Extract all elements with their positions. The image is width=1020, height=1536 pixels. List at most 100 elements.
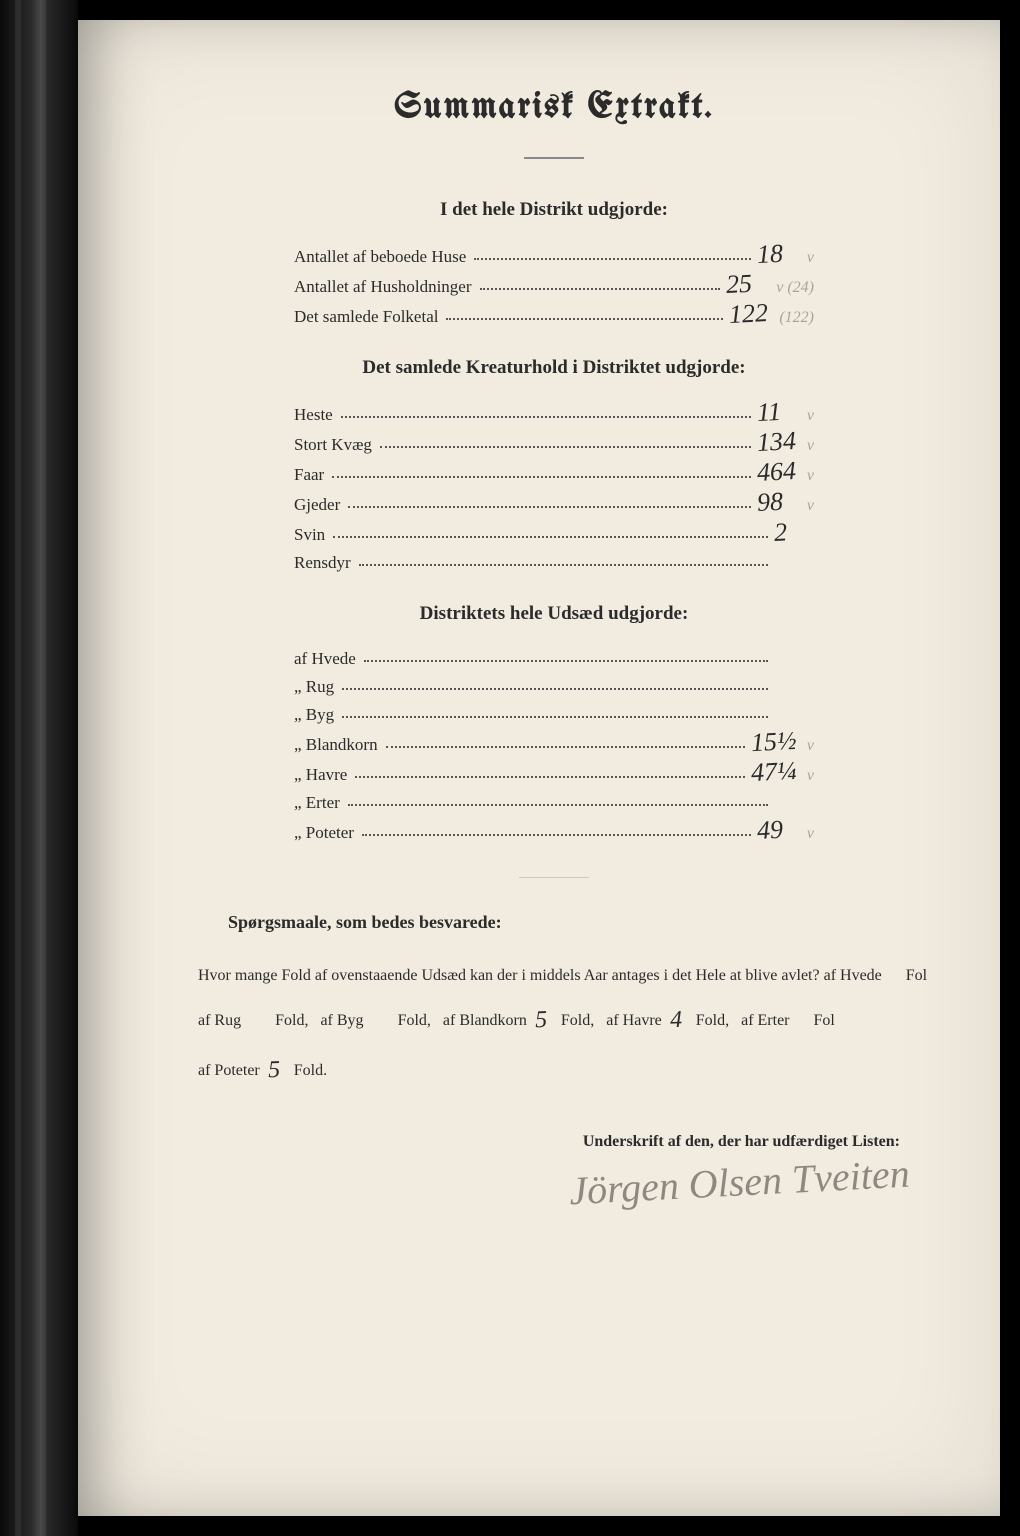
row-value	[774, 807, 814, 809]
row-dots	[380, 436, 751, 448]
section3-rows: af Hvede„ Rug„ Byg„ Blandkorn15½v„ Havre…	[294, 649, 814, 843]
row-label: „ Havre	[294, 765, 347, 785]
section3-heading: Distriktets hele Udsæd udgjorde:	[168, 603, 940, 625]
row-dots	[355, 766, 745, 778]
question-body: Hvor mange Fold af ovenstaaende Udsæd ka…	[198, 959, 930, 1093]
row-value: 18	[756, 244, 797, 264]
title-rule	[524, 157, 584, 159]
signature-label: Underskrift af den, der har udfærdiget L…	[168, 1133, 900, 1151]
data-row: Gjeder 98 v	[294, 493, 814, 515]
row-value: 47¼	[751, 762, 797, 783]
row-value	[774, 691, 814, 693]
question-intro: Hvor mange Fold af ovenstaaende Udsæd ka…	[198, 967, 882, 984]
row-label: Rensdyr	[294, 553, 351, 573]
data-row: af Hvede	[294, 649, 814, 669]
data-row: Rensdyr	[294, 553, 814, 573]
row-value	[774, 567, 814, 569]
data-row: „ Rug	[294, 677, 814, 697]
fill-byg	[372, 1026, 390, 1027]
row-value	[774, 663, 814, 665]
question-heading: Spørgsmaale, som bedes besvarede:	[228, 912, 940, 933]
data-row: „ Havre 47¼ v	[294, 763, 814, 785]
data-row: Antallet af beboede Huse 18 v	[294, 245, 814, 267]
data-row: Faar464v	[294, 463, 814, 485]
signature-name: Jörgen Olsen Tveiten	[167, 1150, 910, 1236]
row-value: 2	[774, 522, 815, 542]
row-label: Gjeder	[294, 495, 340, 515]
fill-poteter: 5	[267, 1045, 287, 1096]
row-label: „ Blandkorn	[294, 735, 378, 755]
row-annotation: v	[807, 497, 814, 515]
row-value: 49	[756, 820, 797, 840]
row-annotation: v	[807, 737, 814, 755]
row-dots	[342, 678, 768, 690]
row-value	[774, 719, 814, 721]
fill-havre: 4	[669, 994, 689, 1045]
row-label: Antallet af Husholdninger	[294, 277, 472, 297]
row-annotation: v	[807, 825, 814, 843]
q-fold-end: Fold.	[294, 1062, 327, 1079]
document-page: Summarisk Extrakt. I det hele Distrikt u…	[78, 20, 1000, 1516]
row-label: „ Rug	[294, 677, 334, 697]
data-row: „ Erter	[294, 793, 814, 813]
data-row: Antallet af Husholdninger 25 v (24)	[294, 275, 814, 297]
q-fold4: Fold,	[696, 1012, 729, 1029]
q-fold3: Fold,	[561, 1012, 594, 1029]
row-annotation: v (24)	[776, 279, 814, 297]
row-label: af Hvede	[294, 649, 356, 669]
row-dots	[332, 466, 751, 478]
row-dots	[341, 406, 751, 418]
row-value: 134	[756, 432, 797, 452]
row-value: 98	[756, 492, 797, 512]
row-value: 15½	[751, 732, 797, 753]
q-af-poteter: af Poteter	[198, 1062, 260, 1079]
row-annotation: v	[807, 407, 814, 425]
row-label: Det samlede Folketal	[294, 307, 438, 327]
row-dots	[333, 526, 768, 538]
data-row: „ Byg	[294, 705, 814, 725]
row-value: 122	[729, 304, 770, 324]
data-row: Heste 11 v	[294, 403, 814, 425]
section2-heading: Det samlede Kreaturhold i Distriktet udg…	[168, 357, 940, 379]
row-label: Antallet af beboede Huse	[294, 247, 466, 267]
fill-rug	[249, 1026, 267, 1027]
q-af-blandkorn: af Blandkorn	[443, 1012, 527, 1029]
page-title: Summarisk Extrakt.	[168, 90, 940, 127]
trail-right: Fol	[906, 967, 927, 984]
data-row: Det samlede Folketal122(122)	[294, 305, 814, 327]
row-value: 25	[726, 274, 767, 294]
row-dots	[362, 824, 751, 836]
data-row: „ Poteter 49 v	[294, 821, 814, 843]
section1-rows: Antallet af beboede Huse 18 v Antallet af H…	[294, 245, 814, 327]
fill-blandkorn: 5	[534, 994, 554, 1045]
row-label: „ Poteter	[294, 823, 354, 843]
q-fold1: Fold,	[275, 1012, 308, 1029]
row-dots	[348, 496, 751, 508]
section1-heading: I det hele Distrikt udgjorde:	[168, 199, 940, 221]
row-annotation: v	[807, 437, 814, 455]
row-label: Faar	[294, 465, 324, 485]
book-frame: Summarisk Extrakt. I det hele Distrikt u…	[0, 0, 1020, 1536]
book-spine	[0, 0, 78, 1536]
data-row: Svin 2	[294, 523, 814, 545]
trail-right2: Fol	[814, 1012, 835, 1029]
row-dots	[359, 554, 768, 566]
row-label: Heste	[294, 405, 333, 425]
row-annotation: v	[807, 767, 814, 785]
row-dots	[342, 706, 768, 718]
q-af-byg: af Byg	[320, 1012, 363, 1029]
row-annotation: v	[807, 249, 814, 267]
q-af-rug: af Rug	[198, 1012, 241, 1029]
row-dots	[480, 278, 721, 290]
row-value: 464	[756, 462, 797, 482]
row-value: 11	[756, 402, 797, 422]
row-dots	[364, 650, 768, 662]
q-af-havre: af Havre	[606, 1012, 662, 1029]
row-dots	[348, 794, 768, 806]
data-row: Stort Kvæg134v	[294, 433, 814, 455]
data-row: „ Blandkorn 15½ v	[294, 733, 814, 755]
q-fold2: Fold,	[398, 1012, 431, 1029]
row-label: Svin	[294, 525, 325, 545]
row-dots	[446, 308, 723, 320]
mid-rule	[519, 877, 589, 878]
